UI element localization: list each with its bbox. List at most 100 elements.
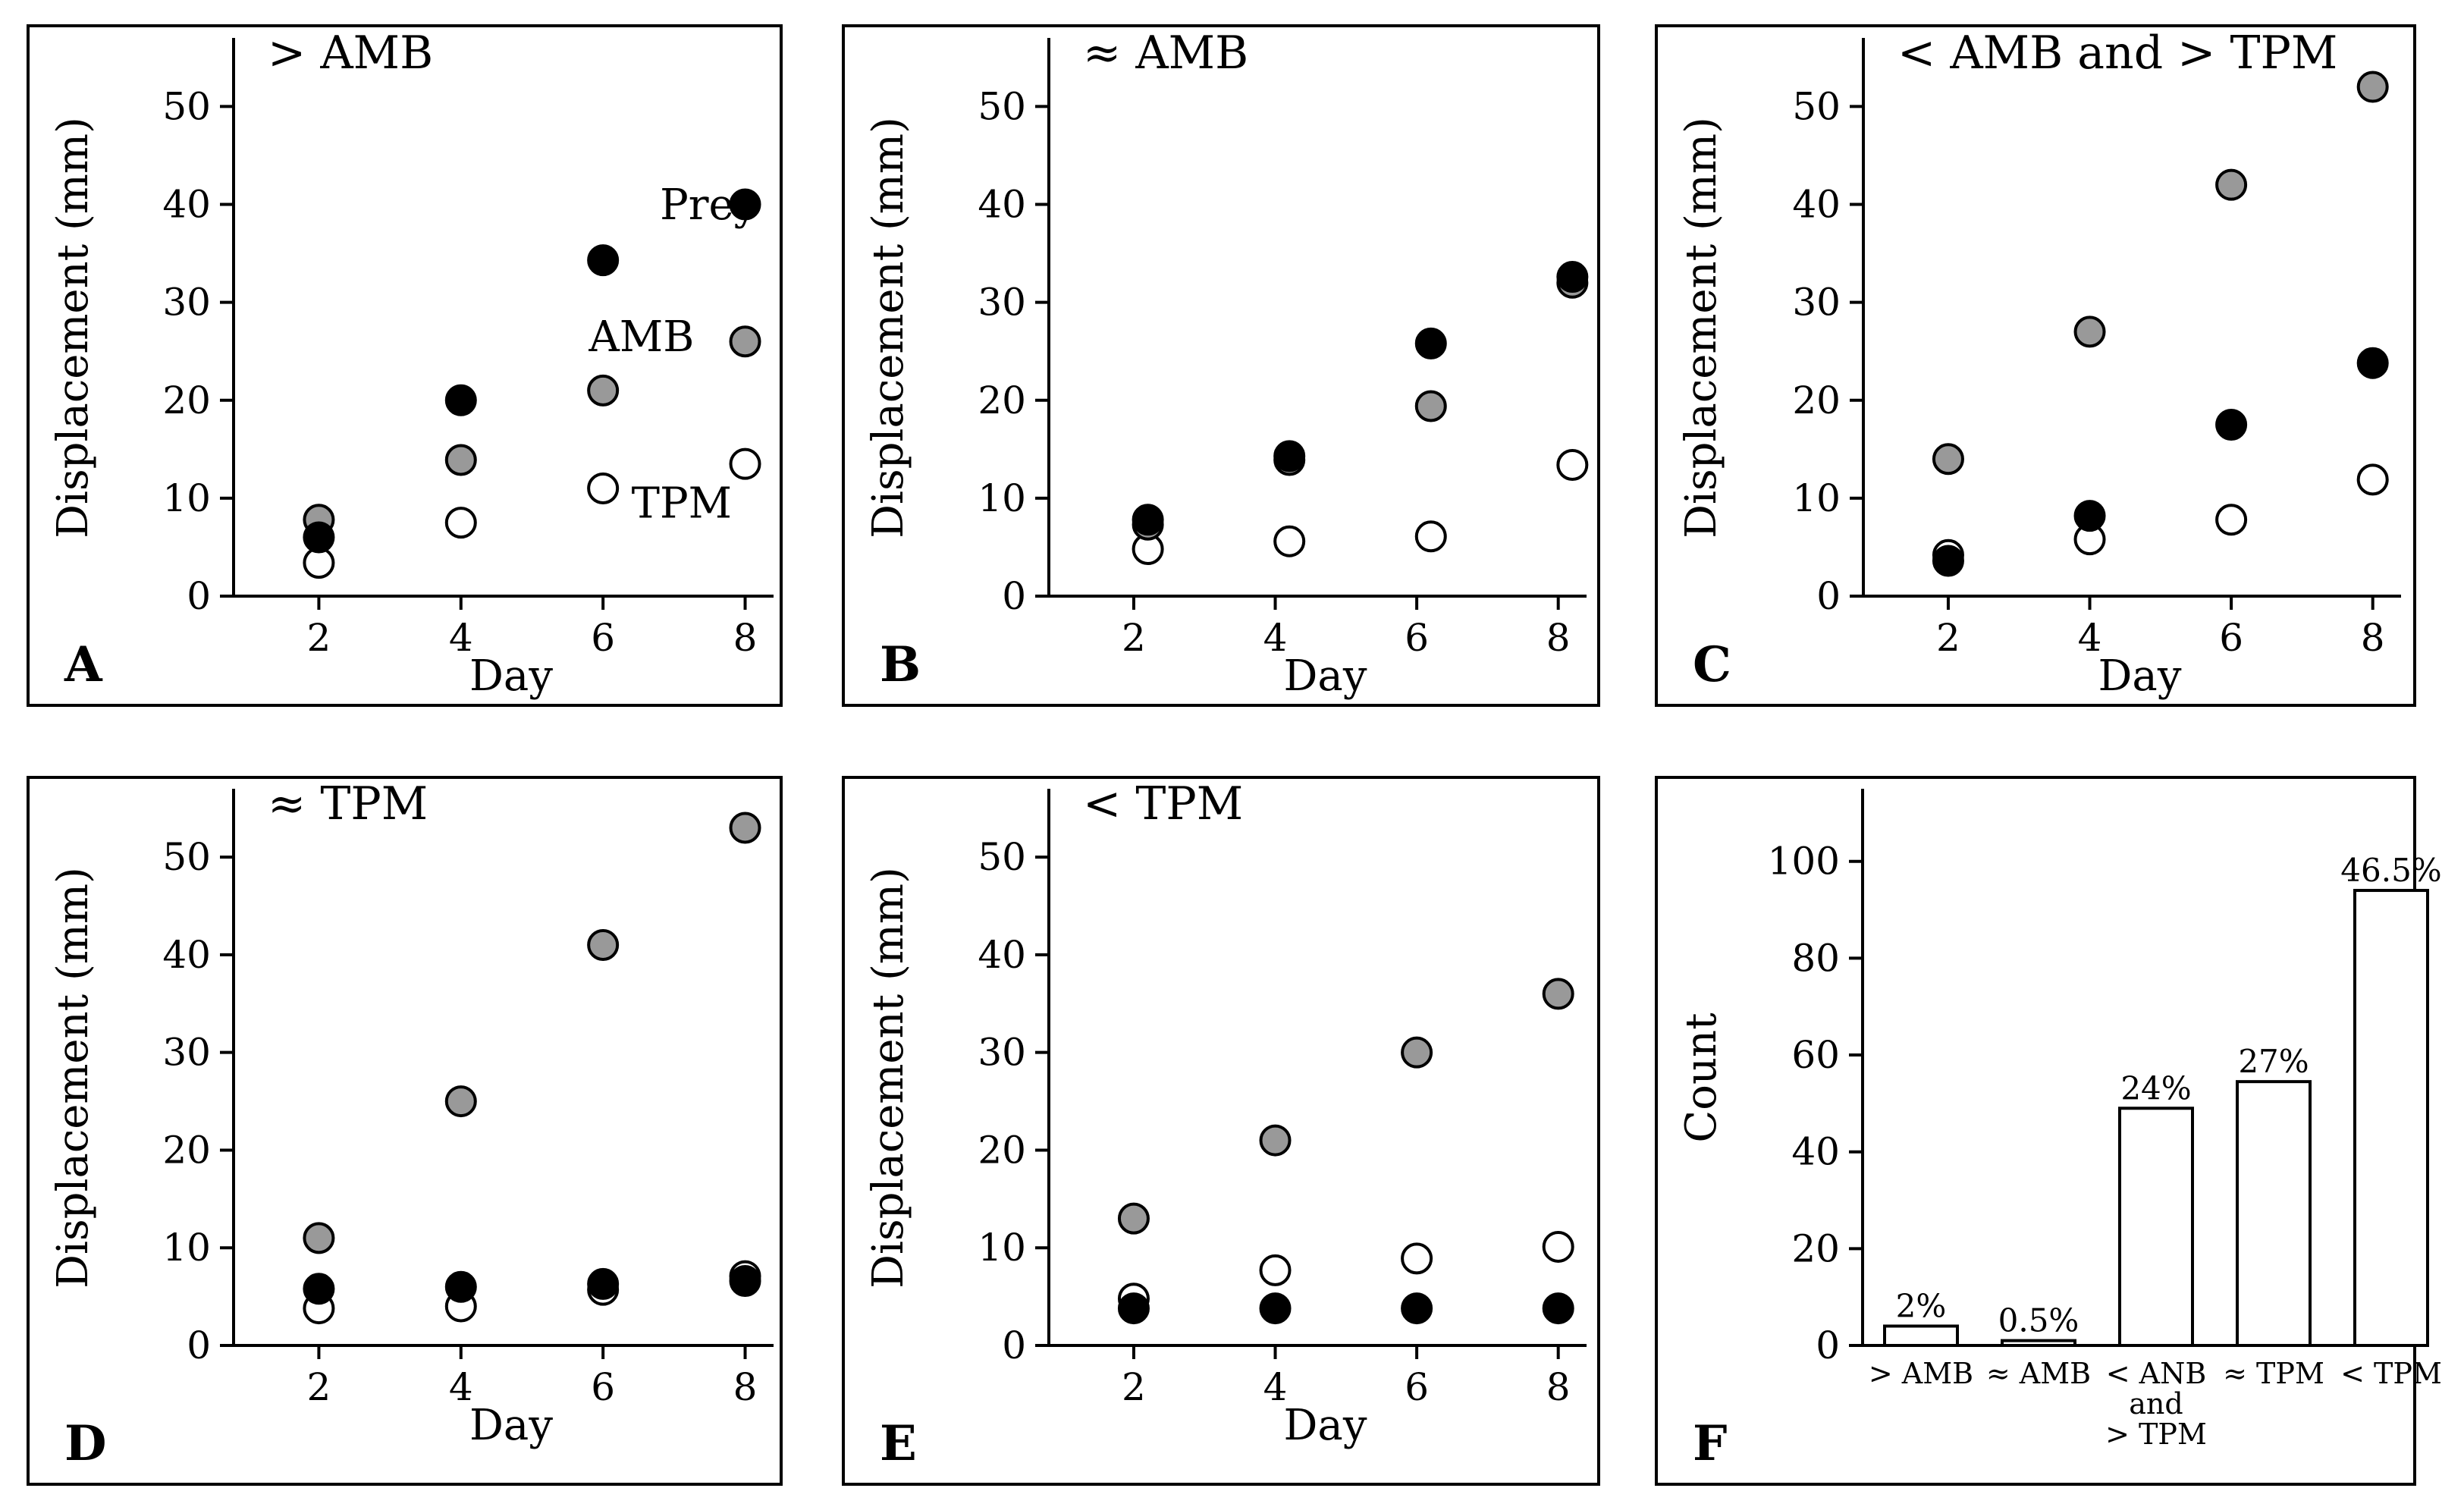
amb-point bbox=[729, 325, 761, 358]
panel-title: < TPM bbox=[1083, 777, 1243, 830]
y-tick-label: 20 bbox=[978, 378, 1026, 422]
panel-frame bbox=[1655, 24, 2416, 707]
prey-point bbox=[729, 188, 761, 221]
y-tick-label: 40 bbox=[1791, 1130, 1840, 1174]
y-tick-label: 0 bbox=[1002, 1323, 1026, 1367]
x-axis-label: Day bbox=[469, 651, 553, 701]
tpm-point bbox=[1273, 525, 1306, 557]
prey-point bbox=[729, 1265, 761, 1298]
tpm-point bbox=[1542, 1230, 1574, 1263]
y-tick-label: 10 bbox=[162, 1226, 211, 1270]
panel-f: 0 20 40 60 80 100 Count F 2% > AMB 0.5% ≈ AMB 24% < A… bbox=[1655, 776, 2442, 1486]
x-tick-label: 2 bbox=[307, 1365, 331, 1409]
amb-point bbox=[1414, 390, 1447, 422]
panel-frame bbox=[842, 24, 1600, 707]
y-tick-label: 30 bbox=[1792, 281, 1841, 325]
x-tick-label: 2 bbox=[1936, 616, 1960, 660]
prey-point bbox=[1414, 327, 1447, 359]
prey-point bbox=[1542, 1292, 1574, 1325]
panel-title: < AMB and > TPM bbox=[1897, 27, 2337, 80]
y-tick-label: 20 bbox=[162, 378, 211, 422]
y-tick-label: 20 bbox=[162, 1128, 211, 1172]
x-category-label: ≈ AMB bbox=[1986, 1357, 2091, 1390]
panel-d: 0 10 20 30 40 50 Displacement (mm) D ≈ TPM 2 4 6 8 Da… bbox=[27, 776, 783, 1486]
x-tick-label: 6 bbox=[591, 616, 615, 660]
x-tick-label: 8 bbox=[733, 1365, 758, 1409]
x-tick-label: 6 bbox=[591, 1365, 615, 1409]
y-tick-label: 100 bbox=[1768, 840, 1840, 884]
prey-point bbox=[1273, 440, 1306, 473]
prey-point bbox=[1117, 1292, 1150, 1325]
y-tick-label: 10 bbox=[162, 476, 211, 520]
panel-a: 0 10 20 30 40 50 Displacement (mm) A > AMB 2 4 6 8 Da… bbox=[27, 24, 783, 707]
x-tick-label: 2 bbox=[307, 616, 331, 660]
panel-letter: A bbox=[64, 636, 103, 693]
x-tick-label: 8 bbox=[1546, 616, 1571, 660]
y-tick-label: 30 bbox=[162, 1031, 211, 1075]
prey-point bbox=[444, 1270, 477, 1303]
panel-title: ≈ AMB bbox=[1083, 27, 1248, 80]
x-tick-label: 8 bbox=[2361, 616, 2385, 660]
y-axis-label: Displacement (mm) bbox=[49, 117, 98, 538]
x-category-label: < ANB bbox=[2106, 1357, 2207, 1390]
amb-point bbox=[1401, 1036, 1433, 1069]
amb-point bbox=[444, 444, 477, 476]
y-tick-label: 40 bbox=[1792, 183, 1841, 227]
prey-point bbox=[587, 1267, 620, 1300]
prey-point bbox=[2215, 409, 2248, 441]
prey-point bbox=[1932, 545, 1964, 577]
prey-point bbox=[444, 384, 477, 416]
panel-letter: B bbox=[880, 636, 921, 693]
y-tick-label: 30 bbox=[162, 281, 211, 325]
bar-value-label: 24% bbox=[2120, 1069, 2191, 1107]
x-tick-label: 4 bbox=[1263, 616, 1288, 660]
panel-title: > AMB bbox=[268, 27, 433, 80]
tpm-point bbox=[1414, 520, 1447, 553]
x-category-label: ≈ TPM bbox=[2223, 1357, 2324, 1390]
panel-letter: C bbox=[1693, 636, 1731, 693]
y-tick-label: 30 bbox=[978, 1031, 1026, 1075]
tpm-point bbox=[1259, 1254, 1292, 1286]
tpm-point bbox=[444, 507, 477, 539]
prey-point bbox=[1259, 1292, 1292, 1325]
amb-point bbox=[587, 929, 620, 962]
amb-point bbox=[2356, 71, 2389, 103]
y-axis-label: Displacement (mm) bbox=[49, 867, 98, 1289]
y-tick-label: 80 bbox=[1791, 936, 1840, 980]
y-tick-label: 0 bbox=[187, 574, 211, 618]
y-tick-label: 30 bbox=[978, 281, 1026, 325]
x-tick-label: 4 bbox=[2078, 616, 2102, 660]
x-tick-label: 4 bbox=[449, 616, 473, 660]
x-tick-label: 8 bbox=[1546, 1365, 1571, 1409]
x-tick-label: 6 bbox=[1405, 616, 1429, 660]
bar bbox=[2353, 889, 2429, 1347]
prey-point bbox=[1132, 504, 1164, 536]
amb-point bbox=[444, 1085, 477, 1118]
x-tick-label: 4 bbox=[449, 1365, 473, 1409]
y-tick-label: 0 bbox=[1816, 1323, 1840, 1367]
panel-c: 0 10 20 30 40 50 Displacement (mm) C < AMB and >… bbox=[1655, 24, 2416, 707]
x-tick-label: 2 bbox=[1122, 616, 1146, 660]
bar bbox=[2118, 1107, 2194, 1348]
amb-point bbox=[2215, 168, 2248, 201]
amb-point bbox=[1542, 978, 1574, 1010]
prey-point bbox=[1556, 261, 1589, 294]
y-tick-label: 40 bbox=[162, 933, 211, 977]
series-annotation: TPM bbox=[632, 479, 732, 529]
prey-point bbox=[2356, 347, 2389, 379]
y-tick-label: 60 bbox=[1791, 1033, 1840, 1077]
amb-point bbox=[1117, 1202, 1150, 1235]
amb-point bbox=[1259, 1124, 1292, 1157]
tpm-point bbox=[2215, 504, 2248, 536]
x-axis-label: Day bbox=[1284, 1401, 1367, 1450]
amb-point bbox=[2073, 316, 2106, 348]
y-tick-label: 10 bbox=[978, 1226, 1026, 1270]
bar-value-label: 46.5% bbox=[2340, 852, 2441, 889]
bar-value-label: 27% bbox=[2238, 1043, 2309, 1080]
series-annotation: Prey bbox=[660, 181, 758, 230]
panel-letter: D bbox=[64, 1415, 107, 1472]
prey-point bbox=[587, 244, 620, 277]
panel-e: 0 10 20 30 40 50 Displacement (mm) E < TPM 2 4 6 8 Da… bbox=[842, 776, 1600, 1486]
y-axis-label: Displacement (mm) bbox=[864, 867, 913, 1289]
y-tick-label: 10 bbox=[978, 476, 1026, 520]
